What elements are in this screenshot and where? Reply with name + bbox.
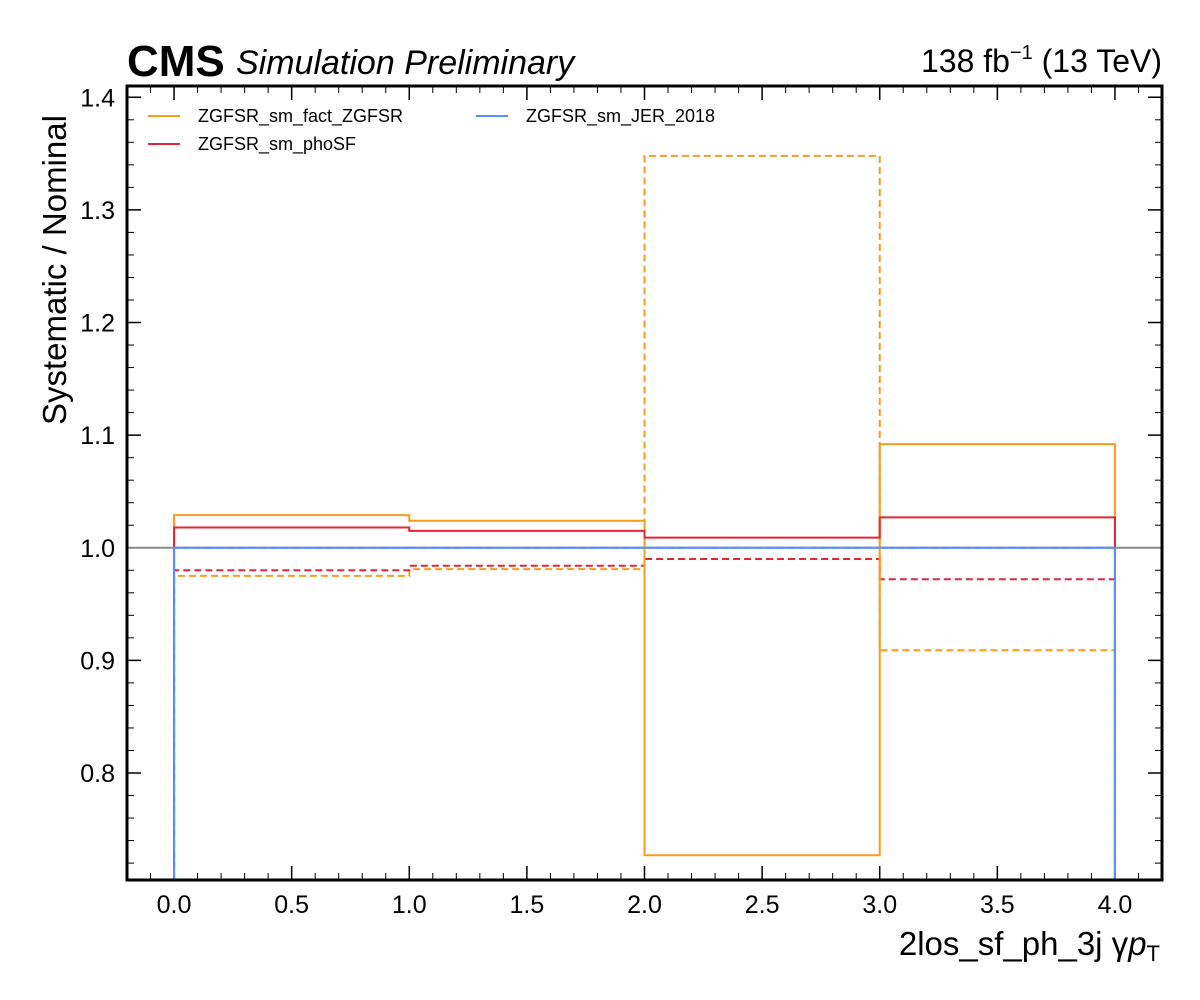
tick-labels: 0.0 0.5 1.0 1.5 2.0 2.5 3.0 3.5 4.0 0.8 0.9 1.0 1.1 1… — [80, 84, 1132, 919]
y-tick-label: 1.3 — [80, 197, 115, 225]
lumi-exponent: −1 — [1010, 42, 1033, 64]
legend: ZGFSR_sm_fact_ZGFSR ZGFSR_sm_phoSF ZGFSR_s… — [148, 106, 715, 155]
simulation-status-label: Simulation Preliminary — [236, 44, 576, 82]
plot-frame — [125, 84, 1164, 882]
legend-label-2: ZGFSR_sm_JER_2018 — [526, 106, 715, 127]
lumi-energy: (13 TeV) — [1033, 43, 1162, 79]
series-up-0 — [173, 443, 1116, 880]
x-tick-label: 2.5 — [745, 891, 780, 919]
y-axis-label: Systematic / Nominal — [36, 115, 73, 425]
x-tick-label: 1.5 — [510, 891, 545, 919]
y-tick-label: 1.4 — [80, 84, 115, 112]
series-lines — [173, 154, 1116, 880]
series-up-2 — [173, 546, 1116, 880]
y-tick-label: 0.8 — [80, 760, 115, 788]
x-tick-label: 3.0 — [862, 891, 897, 919]
x-axis-label-sub: T — [1147, 941, 1160, 966]
x-axis-label: 2los_sf_ph_3j γpT — [899, 925, 1160, 966]
y-tick-label: 0.9 — [80, 647, 115, 675]
x-axis-label-main: 2los_sf_ph_3j γ — [899, 925, 1129, 962]
x-tick-label: 3.5 — [980, 891, 1015, 919]
legend-label-1: ZGFSR_sm_phoSF — [198, 134, 356, 155]
cms-label: CMS — [127, 37, 225, 86]
lumi-label: 138 fb−1 (13 TeV) — [921, 42, 1162, 79]
x-tick-label: 0.0 — [157, 891, 192, 919]
lumi-value: 138 fb — [921, 43, 1010, 79]
series-down-0 — [173, 154, 1116, 880]
x-tick-label: 4.0 — [1098, 891, 1133, 919]
x-tick-label: 1.0 — [392, 891, 427, 919]
x-tick-label: 2.0 — [627, 891, 662, 919]
y-tick-label: 1.1 — [80, 422, 115, 450]
x-tick-label: 0.5 — [274, 891, 309, 919]
x-axis-label-var: p — [1127, 925, 1146, 962]
series-up-1 — [173, 516, 1116, 880]
y-tick-label: 1.2 — [80, 310, 115, 338]
y-tick-label: 1.0 — [80, 535, 115, 563]
legend-label-0: ZGFSR_sm_fact_ZGFSR — [198, 106, 403, 127]
